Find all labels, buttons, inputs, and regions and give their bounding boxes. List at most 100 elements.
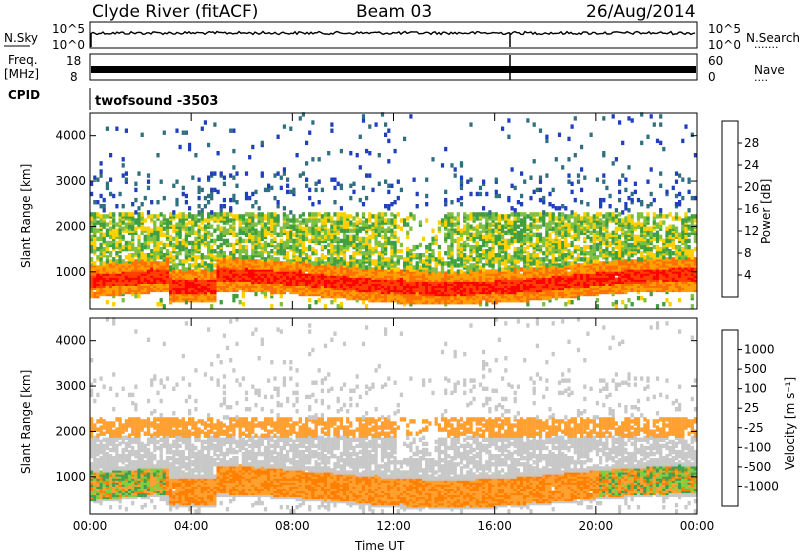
heatmap-cell — [459, 246, 464, 252]
heatmap-cell — [564, 253, 568, 258]
heatmap-cell — [472, 244, 476, 250]
heatmap-cell — [317, 230, 321, 235]
heatmap-cell — [203, 224, 207, 229]
heatmap-cell — [165, 242, 170, 248]
heatmap-cell — [244, 267, 249, 272]
heatmap-cell — [352, 295, 356, 301]
heatmap-cell — [469, 269, 473, 274]
heatmap-cell — [162, 242, 166, 248]
heatmap-cell — [472, 232, 476, 237]
heatmap-cell — [327, 263, 331, 268]
heatmap-cell — [99, 169, 103, 174]
heatmap-cell — [93, 200, 97, 205]
heatmap-cell — [450, 230, 454, 235]
heatmap-cell — [184, 214, 188, 219]
heatmap-cell — [194, 249, 198, 254]
heatmap-cell — [295, 238, 299, 244]
nsearch-label: N.Search — [746, 31, 800, 45]
heatmap-cell — [213, 269, 217, 274]
heatmap-cell — [112, 230, 116, 235]
heatmap-cell — [510, 267, 514, 272]
heatmap-cell — [557, 132, 562, 137]
heatmap-cell — [194, 244, 198, 250]
heatmap-cell — [368, 242, 372, 248]
heatmap-cell — [444, 146, 448, 152]
heatmap-cell — [513, 259, 517, 264]
heatmap-cell — [501, 244, 505, 250]
heatmap-cell — [583, 257, 587, 262]
heatmap-cell — [207, 275, 211, 280]
heatmap-cell — [510, 212, 514, 217]
heatmap-cell — [431, 228, 435, 233]
heatmap-cell — [286, 255, 290, 260]
heatmap-cell — [532, 122, 536, 127]
heatmap-cell — [507, 214, 511, 219]
heatmap-cell — [551, 204, 555, 209]
heatmap-cell — [305, 177, 309, 182]
heatmap-cell — [396, 267, 400, 272]
heatmap-cell — [406, 246, 410, 252]
heatmap-cell — [491, 242, 495, 248]
heatmap-cell — [102, 232, 106, 237]
heatmap-cell — [188, 142, 192, 148]
heatmap-cell — [538, 175, 543, 180]
heatmap-cell — [134, 210, 138, 215]
heatmap-cell — [352, 216, 356, 221]
heatmap-cell — [311, 246, 315, 252]
heatmap-cell — [137, 234, 141, 240]
heatmap-cell — [482, 242, 486, 248]
heatmap-cell — [406, 216, 410, 221]
heatmap-cell — [279, 230, 283, 235]
heatmap-cell — [109, 191, 113, 197]
heatmap-cell — [254, 200, 258, 205]
heatmap-cell — [248, 155, 252, 160]
heatmap-cell — [232, 193, 236, 199]
heatmap-cell — [545, 232, 549, 237]
heatmap-cell — [99, 214, 103, 219]
heatmap-cell — [545, 257, 549, 262]
heatmap-cell — [301, 112, 305, 117]
heatmap-cell — [203, 195, 207, 201]
heatmap-cell — [188, 240, 192, 246]
heatmap-cell — [251, 240, 255, 246]
heatmap-cell — [216, 251, 220, 256]
heatmap-cell — [510, 220, 514, 225]
heatmap-cell — [276, 242, 280, 248]
heatmap-cell — [115, 251, 119, 256]
heatmap-cell — [355, 212, 359, 217]
heatmap-cell — [216, 189, 220, 195]
heatmap-cell — [368, 238, 372, 244]
heatmap-cell — [570, 261, 574, 266]
heatmap-cell — [216, 244, 220, 250]
heatmap-cell — [336, 304, 340, 309]
heatmap-cell — [377, 265, 381, 270]
heatmap-cell — [469, 224, 473, 229]
heatmap-cell — [384, 257, 388, 262]
heatmap-cell — [159, 240, 163, 246]
heatmap-cell — [127, 257, 132, 262]
heatmap-cell — [459, 195, 464, 201]
heatmap-cell — [380, 265, 385, 270]
heatmap-cell — [156, 153, 160, 158]
freq-strip: Freq. [MHz] 18 8 60 0 Nave ···· — [4, 53, 785, 87]
heatmap-cell — [289, 271, 293, 276]
heatmap-cell — [102, 261, 106, 266]
heatmap-cell — [305, 226, 309, 231]
heatmap-cell — [371, 222, 375, 227]
heatmap-cell — [453, 167, 457, 172]
heatmap-cell — [121, 298, 125, 303]
heatmap-cell — [207, 267, 211, 272]
heatmap-cell — [409, 249, 413, 254]
heatmap-cell — [165, 218, 170, 223]
heatmap-cell — [453, 222, 457, 227]
heatmap-cell — [308, 195, 312, 201]
heatmap-cell — [90, 249, 94, 254]
heatmap-cell — [276, 232, 280, 237]
heatmap-cell — [197, 210, 201, 215]
heatmap-cell — [292, 187, 296, 193]
heatmap-cell — [222, 204, 226, 209]
heatmap-cell — [399, 187, 403, 193]
heatmap-cell — [191, 214, 195, 219]
heatmap-cell — [526, 214, 530, 219]
heatmap-cell — [491, 216, 495, 221]
